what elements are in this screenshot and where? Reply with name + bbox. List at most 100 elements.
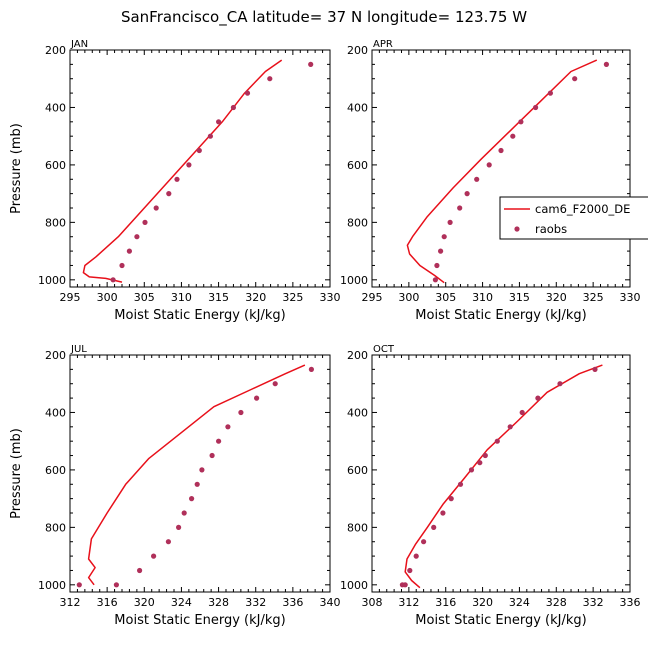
raob-point bbox=[507, 424, 513, 430]
x-tick-label: 336 bbox=[282, 596, 303, 609]
x-tick-label: 320 bbox=[134, 596, 155, 609]
x-tick-label: 332 bbox=[583, 596, 604, 609]
x-tick-label: 300 bbox=[97, 291, 118, 304]
raob-point bbox=[272, 381, 278, 387]
x-tick-label: 315 bbox=[208, 291, 229, 304]
x-tick-label: 320 bbox=[472, 596, 493, 609]
y-tick-label: 600 bbox=[45, 159, 66, 172]
panel-label: OCT bbox=[373, 344, 395, 355]
y-axis-label: Pressure (mb) bbox=[9, 123, 24, 214]
y-tick-label: 600 bbox=[45, 464, 66, 477]
raob-point bbox=[477, 460, 483, 466]
y-tick-label: 200 bbox=[45, 44, 66, 57]
raob-point bbox=[421, 539, 427, 545]
x-tick-label: 316 bbox=[435, 596, 456, 609]
raob-point bbox=[482, 452, 488, 459]
x-tick-label: 330 bbox=[620, 291, 641, 304]
raob-point bbox=[76, 582, 82, 588]
x-tick-label: 310 bbox=[472, 291, 493, 304]
raob-point bbox=[137, 567, 143, 574]
raob-point bbox=[119, 262, 125, 269]
legend-obs-swatch bbox=[514, 226, 520, 232]
raob-point bbox=[510, 133, 516, 139]
raob-point bbox=[254, 395, 260, 401]
x-tick-label: 328 bbox=[546, 596, 567, 609]
y-tick-label: 1000 bbox=[38, 579, 66, 592]
raob-point bbox=[457, 481, 464, 487]
raob-point bbox=[431, 524, 437, 531]
x-tick-label: 325 bbox=[583, 291, 604, 304]
y-tick-label: 800 bbox=[347, 521, 368, 534]
raob-point bbox=[432, 277, 438, 283]
raob-point bbox=[194, 481, 200, 487]
panel-label: JAN bbox=[70, 39, 88, 50]
raob-point bbox=[447, 219, 453, 225]
panel-jan: JAN 295 300 305 310 315 320 325 330 200 400 600 800 1… bbox=[9, 39, 341, 323]
raob-point bbox=[498, 147, 504, 154]
model-profile-line bbox=[87, 364, 306, 586]
raob-point bbox=[113, 582, 119, 588]
raob-point bbox=[519, 409, 525, 416]
raob-point bbox=[207, 133, 213, 139]
plot-frame bbox=[371, 49, 631, 288]
x-tick-label: 305 bbox=[435, 291, 456, 304]
panel-oct: OCT 308 312 316 320 324 328 332 336 200 400 600 800 1… bbox=[340, 344, 641, 628]
raob-point bbox=[494, 438, 500, 444]
x-tick-label: 310 bbox=[171, 291, 192, 304]
raob-point bbox=[557, 381, 563, 387]
raob-point bbox=[230, 104, 236, 111]
x-tick-label: 300 bbox=[398, 291, 419, 304]
raob-point bbox=[126, 248, 132, 254]
raob-point bbox=[535, 395, 541, 401]
panel-label: APR bbox=[373, 39, 393, 50]
panel-jul: JUL 312 316 320 324 328 332 336 340 200 400 600 800 1… bbox=[9, 344, 341, 628]
y-tick-label: 400 bbox=[347, 406, 368, 419]
raob-point bbox=[486, 162, 492, 168]
raob-point bbox=[308, 366, 314, 372]
model-profile-line bbox=[82, 59, 283, 283]
raob-point bbox=[165, 539, 171, 545]
x-tick-label: 336 bbox=[620, 596, 641, 609]
y-tick-label: 800 bbox=[347, 216, 368, 229]
y-tick-label: 400 bbox=[347, 101, 368, 114]
raob-point bbox=[216, 438, 222, 444]
raob-point bbox=[468, 467, 475, 473]
x-tick-label: 324 bbox=[509, 596, 530, 609]
x-tick-label: 324 bbox=[171, 596, 192, 609]
y-tick-label: 200 bbox=[45, 349, 66, 362]
raob-point bbox=[457, 205, 463, 211]
raob-point bbox=[603, 61, 610, 67]
y-tick-label: 1000 bbox=[340, 579, 368, 592]
plot-frame bbox=[69, 354, 331, 593]
x-tick-label: 332 bbox=[245, 596, 266, 609]
x-tick-label: 330 bbox=[320, 291, 341, 304]
raob-point bbox=[186, 162, 192, 168]
y-tick-label: 200 bbox=[347, 349, 368, 362]
y-tick-label: 200 bbox=[347, 44, 368, 57]
raob-point bbox=[225, 424, 231, 430]
raob-point bbox=[464, 191, 470, 197]
raob-point bbox=[399, 582, 405, 588]
raob-point bbox=[209, 452, 215, 459]
raob-point bbox=[592, 366, 598, 372]
raob-point bbox=[151, 553, 157, 559]
raob-point bbox=[572, 76, 578, 82]
x-axis-label: Moist Static Energy (kJ/kg) bbox=[114, 613, 285, 628]
x-tick-label: 320 bbox=[546, 291, 567, 304]
raob-point bbox=[547, 90, 554, 96]
raob-point bbox=[134, 234, 140, 240]
panel-label: JUL bbox=[70, 344, 87, 355]
raob-point bbox=[238, 409, 244, 416]
x-axis-label: Moist Static Energy (kJ/kg) bbox=[114, 308, 285, 323]
raob-point bbox=[244, 90, 251, 96]
raob-point bbox=[407, 567, 413, 574]
x-tick-label: 328 bbox=[208, 596, 229, 609]
legend-model-label: cam6_F2000_DE bbox=[535, 202, 630, 216]
raob-point bbox=[518, 119, 524, 125]
x-axis-label: Moist Static Energy (kJ/kg) bbox=[415, 308, 586, 323]
plot-frame bbox=[371, 354, 631, 593]
raob-point bbox=[413, 553, 419, 559]
y-tick-label: 600 bbox=[347, 464, 368, 477]
raob-point bbox=[448, 496, 454, 502]
